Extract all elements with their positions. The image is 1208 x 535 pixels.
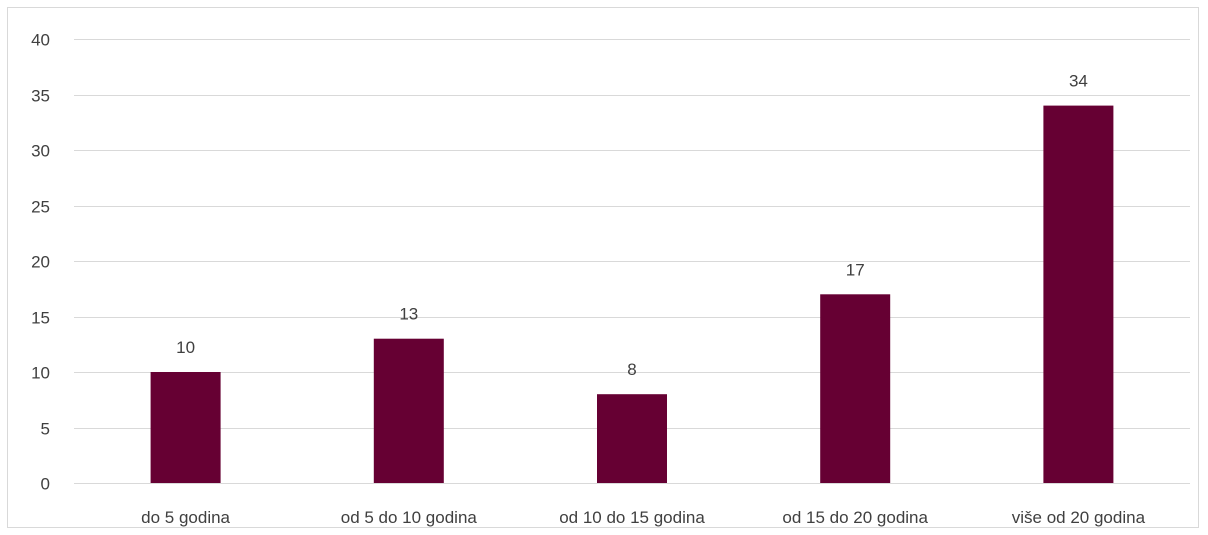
bar-3 xyxy=(597,394,667,483)
y-tick-label: 0 xyxy=(41,475,50,494)
bar-2 xyxy=(373,338,444,483)
data-labels: 10 13 8 17 34 xyxy=(176,72,1088,380)
category-label-3: od 10 do 15 godina xyxy=(559,508,705,527)
y-tick-label: 15 xyxy=(31,309,50,328)
data-label-1: 10 xyxy=(176,338,195,357)
y-tick-label: 25 xyxy=(31,198,50,217)
y-tick-label: 35 xyxy=(31,87,50,106)
y-axis-ticks: 0 5 10 15 20 25 30 35 40 xyxy=(31,31,50,494)
category-label-5: više od 20 godina xyxy=(1012,508,1146,527)
gridlines xyxy=(74,39,1190,484)
y-tick-label: 30 xyxy=(31,142,50,161)
bars xyxy=(150,105,1114,483)
data-label-3: 8 xyxy=(627,360,636,379)
category-label-1: do 5 godina xyxy=(141,508,230,527)
y-tick-label: 10 xyxy=(31,364,50,383)
bar-1 xyxy=(150,372,221,483)
y-tick-label: 40 xyxy=(31,31,50,50)
y-tick-label: 20 xyxy=(31,253,50,272)
category-label-2: od 5 do 10 godina xyxy=(341,508,478,527)
x-axis-categories: do 5 godina od 5 do 10 godina od 10 do 15 … xyxy=(141,508,1145,527)
bar-4 xyxy=(820,294,891,483)
y-tick-label: 5 xyxy=(41,420,50,439)
data-label-4: 17 xyxy=(846,260,865,279)
category-label-4: od 15 do 20 godina xyxy=(782,508,928,527)
bar-5 xyxy=(1043,105,1114,483)
data-label-5: 34 xyxy=(1069,72,1088,91)
data-label-2: 13 xyxy=(399,305,418,324)
